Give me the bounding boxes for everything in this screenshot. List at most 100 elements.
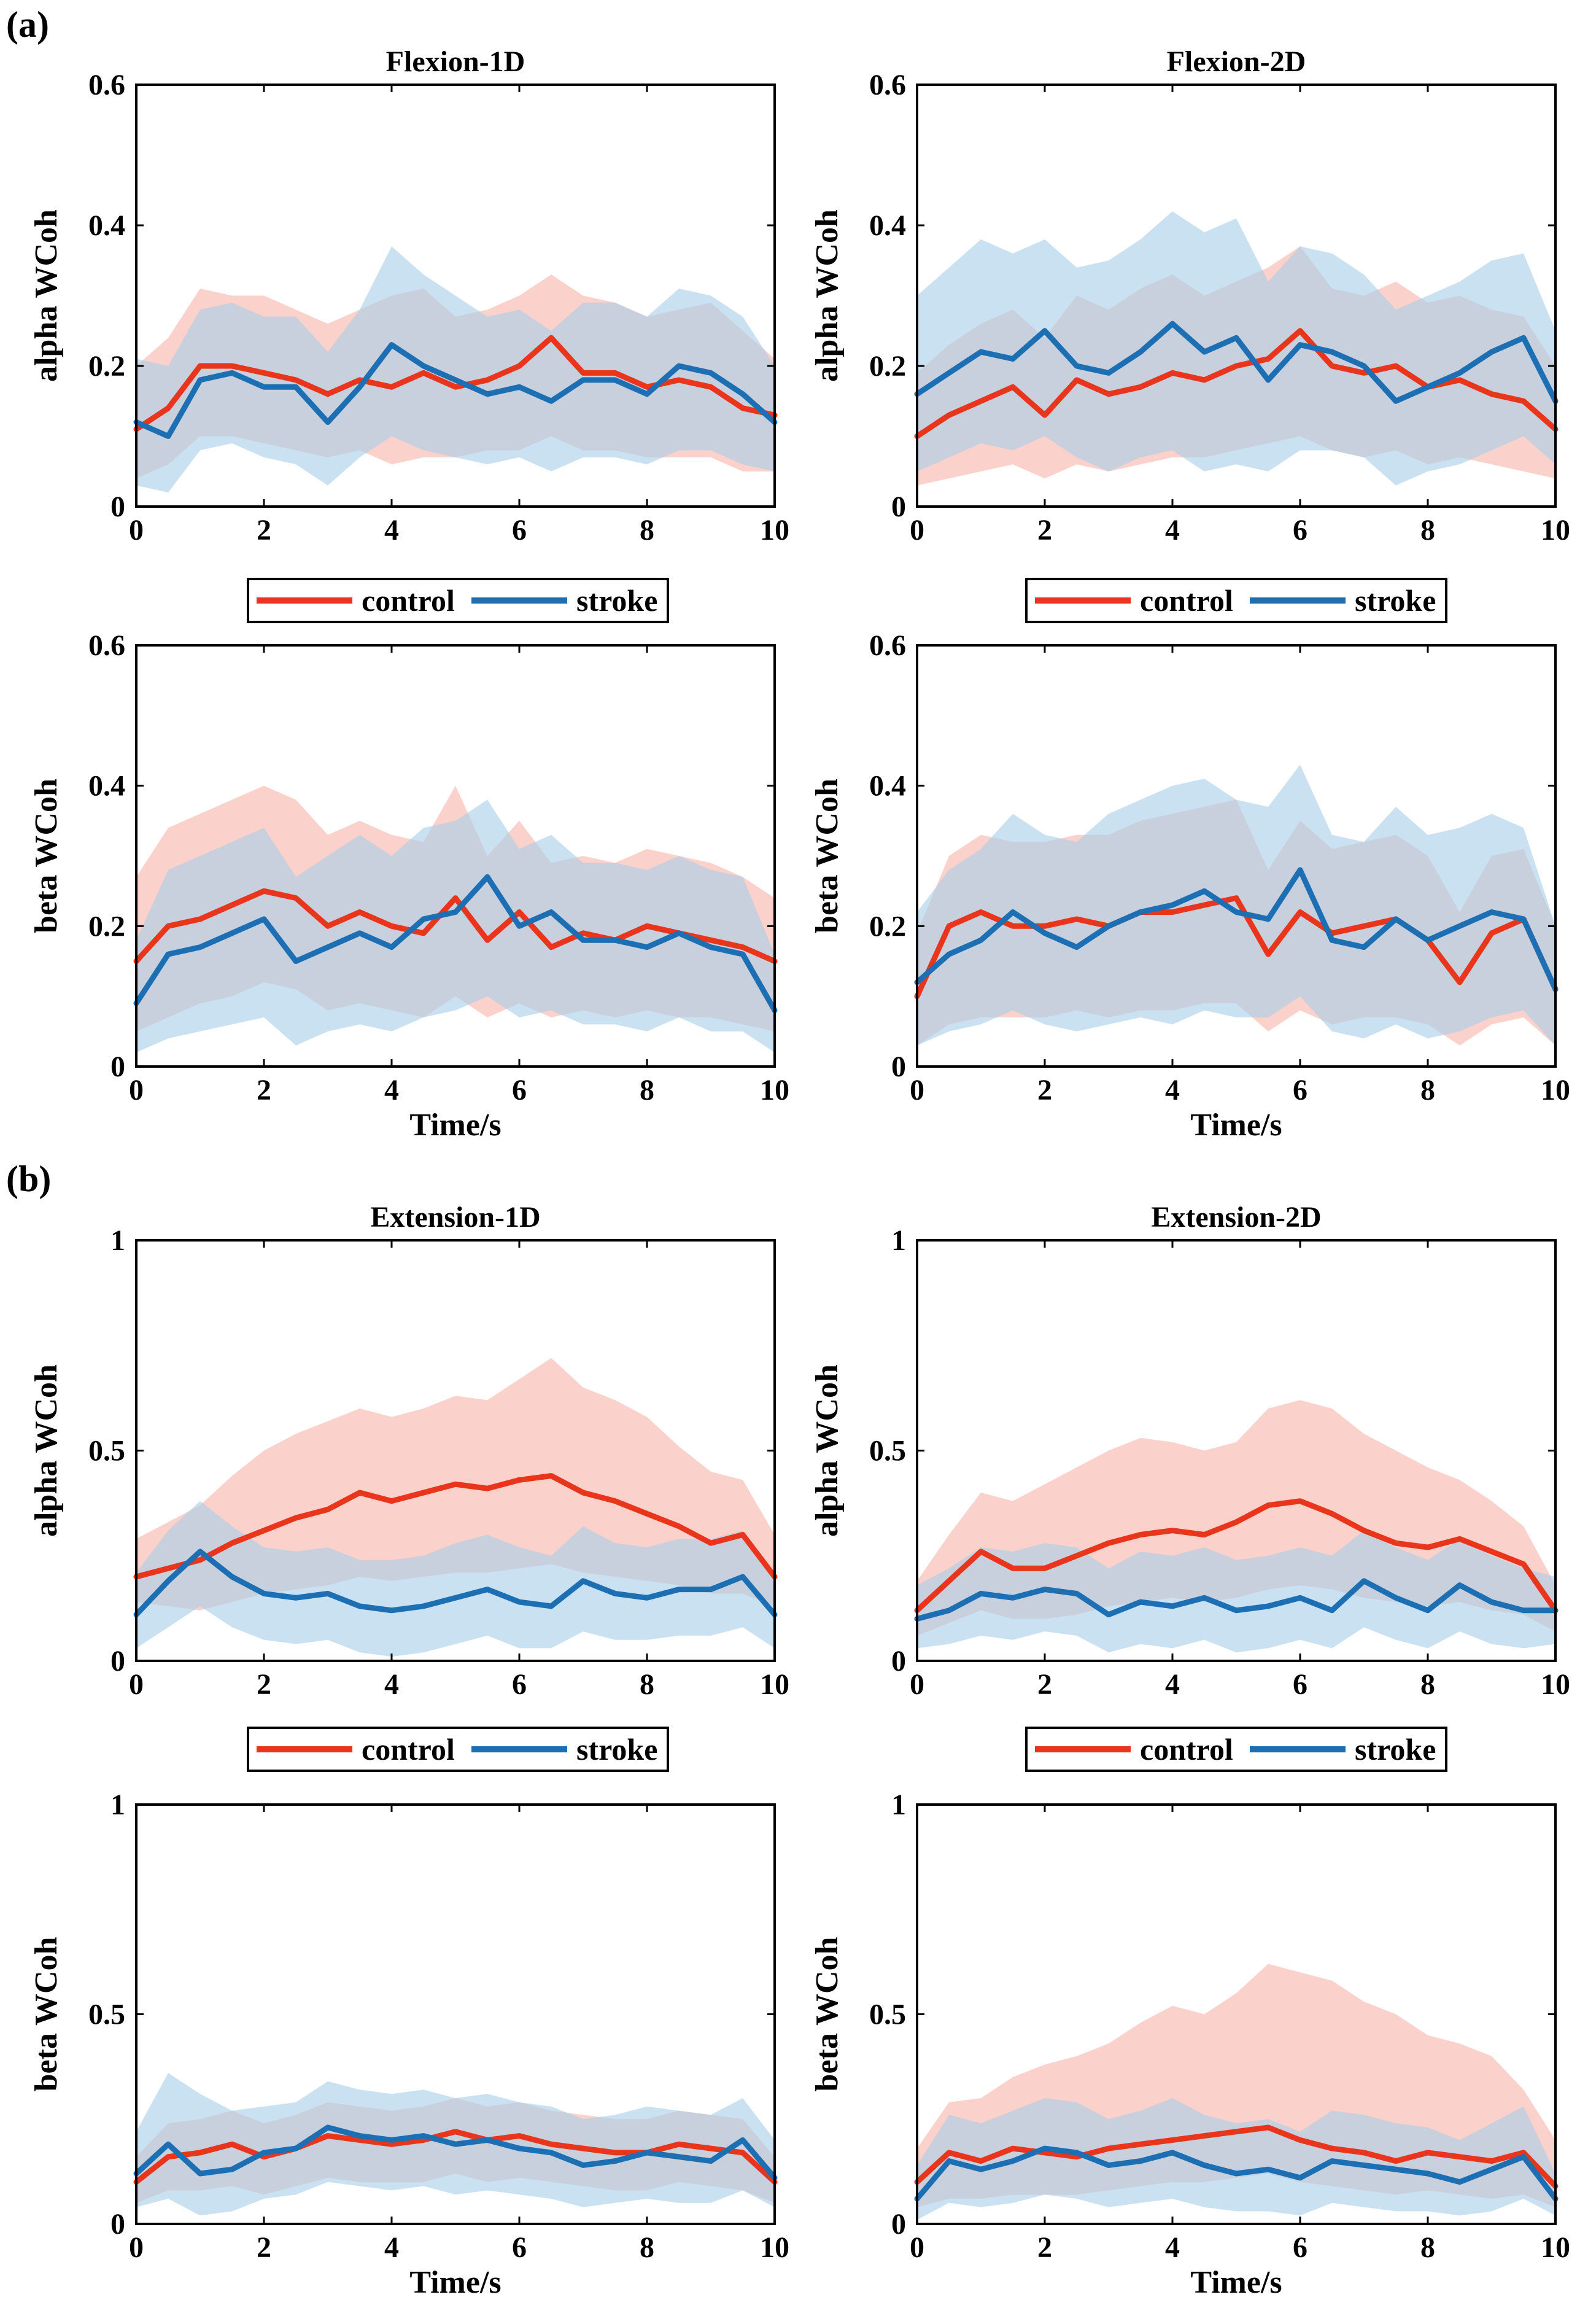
plot-frame xyxy=(916,644,1557,1068)
legend-label-control: control xyxy=(1140,583,1233,618)
x-tick-label: 4 xyxy=(384,2231,399,2264)
x-tick-label: 0 xyxy=(910,1074,924,1106)
y-tick-label: 1 xyxy=(110,1224,125,1257)
chart-title: Flexion-2D xyxy=(1167,45,1306,78)
x-tick-label: 8 xyxy=(640,2231,654,2264)
y-tick-label: 0.6 xyxy=(869,629,906,662)
y-tick-label: 0.4 xyxy=(869,770,906,803)
x-axis-label: Time/s xyxy=(1190,1108,1282,1143)
x-tick-label: 6 xyxy=(512,514,527,546)
line-control xyxy=(914,895,1559,1000)
y-tick-label: 0.2 xyxy=(88,910,125,942)
x-axis-label: Time/s xyxy=(409,1108,501,1143)
y-tick-label: 1 xyxy=(891,1789,906,1821)
x-tick-label: 10 xyxy=(1541,1074,1570,1106)
y-axis-label: alpha WCoh xyxy=(810,209,845,382)
legend-2: control stroke xyxy=(1025,578,1447,623)
chart-title: Extension-1D xyxy=(370,1201,540,1234)
legend-4: control stroke xyxy=(1025,1727,1447,1772)
y-tick-label: 0 xyxy=(110,1051,125,1083)
y-axis-label: beta WCoh xyxy=(810,1937,845,2092)
y-tick-label: 0.2 xyxy=(869,350,906,383)
plot-frame xyxy=(135,84,776,508)
band-stroke xyxy=(136,1501,775,1657)
x-tick-label: 10 xyxy=(760,1074,789,1106)
x-tick-label: 2 xyxy=(257,514,271,546)
y-tick-label: 1 xyxy=(110,1789,125,1821)
y-tick-label: 0.5 xyxy=(869,1435,906,1467)
x-tick-label: 4 xyxy=(384,514,399,546)
chart-7: 0 2 4 6 8 10 0 0.5 1 Time/s beta WCoh xyxy=(29,1789,789,2300)
chart-title: Flexion-1D xyxy=(386,45,525,78)
x-tick-label: 8 xyxy=(1420,1668,1435,1701)
x-tick-label: 2 xyxy=(1037,1074,1052,1106)
line-stroke xyxy=(133,874,778,1013)
x-tick-label: 6 xyxy=(1293,514,1307,546)
x-tick-label: 2 xyxy=(257,2231,271,2264)
x-tick-label: 6 xyxy=(512,2231,527,2264)
chart-6: 0 2 4 6 8 10 0 0.5 1 Extension-2D alpha WCoh xyxy=(810,1201,1570,1701)
x-tick-label: 6 xyxy=(1293,1074,1307,1106)
band-stroke xyxy=(917,1530,1555,1653)
legend-label-control: control xyxy=(362,1732,455,1766)
line-control xyxy=(133,2129,778,2185)
legend-label-stroke: stroke xyxy=(576,583,657,618)
y-axis-label: alpha WCoh xyxy=(29,1364,64,1537)
chart-3: 0 2 4 6 8 10 0 0.2 0.4 0.6 Time/s beta WCoh xyxy=(29,629,789,1143)
y-tick-label: 0.4 xyxy=(88,209,125,242)
x-axis-label: Time/s xyxy=(1190,2265,1282,2300)
y-tick-label: 0 xyxy=(110,2208,125,2240)
x-tick-label: 0 xyxy=(129,2231,144,2264)
x-tick-label: 10 xyxy=(1541,2231,1570,2264)
y-tick-label: 0.4 xyxy=(869,209,906,242)
x-tick-label: 6 xyxy=(1293,1668,1307,1701)
y-axis-label: beta WCoh xyxy=(29,779,64,933)
band-stroke xyxy=(917,2098,1555,2220)
x-tick-label: 0 xyxy=(129,514,144,546)
plot-frame xyxy=(916,84,1557,508)
x-tick-label: 8 xyxy=(1420,2231,1435,2264)
y-axis-label: alpha WCoh xyxy=(29,209,64,382)
y-axis-label: beta WCoh xyxy=(810,779,845,933)
line-stroke xyxy=(133,1549,778,1618)
panel-label-a: (a) xyxy=(6,4,49,45)
legend-label-stroke: stroke xyxy=(576,1732,657,1766)
x-tick-label: 6 xyxy=(1293,2231,1307,2264)
line-control xyxy=(914,328,1559,439)
line-stroke xyxy=(914,1578,1559,1622)
x-tick-label: 8 xyxy=(640,1074,654,1106)
x-tick-label: 10 xyxy=(760,1668,789,1701)
y-axis-label: alpha WCoh xyxy=(810,1364,845,1537)
y-tick-label: 1 xyxy=(891,1224,906,1257)
y-tick-label: 0 xyxy=(891,2208,906,2240)
line-stroke xyxy=(914,867,1559,992)
line-stroke xyxy=(914,321,1559,404)
chart-1: 0 2 4 6 8 10 0 0.2 0.4 0.6 Flexion-1D alpha WCoh xyxy=(29,45,789,546)
x-tick-label: 10 xyxy=(760,2231,789,2264)
x-tick-label: 10 xyxy=(1541,1668,1570,1701)
y-tick-label: 0.2 xyxy=(88,350,125,383)
legend-label-stroke: stroke xyxy=(1355,1732,1436,1766)
y-tick-label: 0.5 xyxy=(88,1999,125,2031)
x-axis-label: Time/s xyxy=(409,2265,501,2300)
y-tick-label: 0.6 xyxy=(88,69,125,101)
band-stroke xyxy=(136,246,775,493)
x-tick-label: 2 xyxy=(1037,1668,1052,1701)
x-tick-label: 8 xyxy=(1420,1074,1435,1106)
x-tick-label: 6 xyxy=(512,1074,527,1106)
y-tick-label: 0.6 xyxy=(869,69,906,101)
chart-5: 0 2 4 6 8 10 0 0.5 1 Extension-1D alpha WCoh xyxy=(29,1201,789,1701)
legend-1: control stroke xyxy=(247,578,669,623)
panel-label-b: (b) xyxy=(6,1159,51,1199)
y-tick-label: 0 xyxy=(891,1645,906,1677)
y-tick-label: 0 xyxy=(891,491,906,523)
line-stroke xyxy=(914,2145,1559,2202)
x-tick-label: 0 xyxy=(910,514,924,546)
y-tick-label: 0 xyxy=(891,1051,906,1083)
x-tick-label: 10 xyxy=(1541,514,1570,546)
x-tick-label: 2 xyxy=(1037,514,1052,546)
legend-label-control: control xyxy=(1140,1732,1233,1766)
chart-4: 0 2 4 6 8 10 0 0.2 0.4 0.6 Time/s beta WCoh xyxy=(810,629,1570,1143)
y-tick-label: 0 xyxy=(110,491,125,523)
